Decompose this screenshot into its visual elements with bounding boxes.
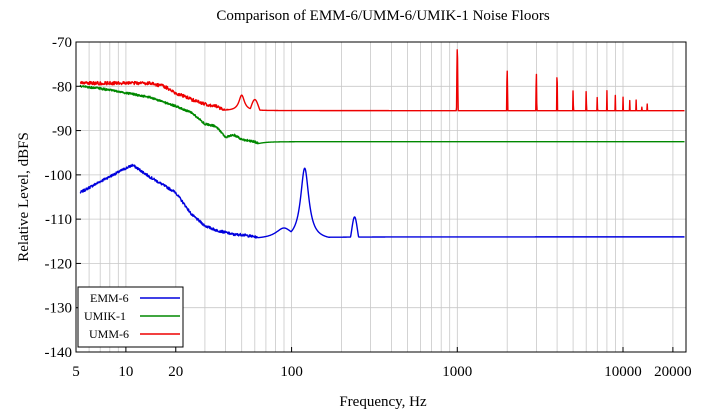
- axis-ticks: 5 10 20 100 1000 10000 20000 -70 -80 -90 -100 -110 -…: [45, 35, 692, 380]
- y-tick-label: -120: [45, 256, 73, 272]
- y-tick-label: -80: [52, 79, 72, 95]
- y-tick-label: -100: [45, 168, 73, 184]
- plot-frame: [75, 41, 687, 353]
- x-tick-label: 10000: [604, 364, 642, 380]
- legend-label-umik1: UMIK-1: [84, 309, 126, 323]
- legend-box: [77, 286, 184, 348]
- y-tick-label: -130: [45, 301, 73, 317]
- x-axis-label: Frequency, Hz: [339, 394, 427, 410]
- y-axis-label: Relative Level, dBFS: [16, 132, 32, 262]
- series-emm6: [79, 163, 685, 239]
- x-tick-label: 10: [118, 364, 133, 380]
- legend-label-umm6: UMM-6: [89, 327, 129, 341]
- chart-title: Comparison of EMM-6/UMM-6/UMIK-1 Noise F…: [216, 8, 549, 24]
- x-tick-label: 1000: [442, 364, 472, 380]
- x-tick-label: 20000: [654, 364, 692, 380]
- legend: EMM-6 UMIK-1 UMM-6: [77, 286, 184, 348]
- series-lines: [79, 49, 685, 239]
- series-umm6: [79, 49, 685, 112]
- x-tick-label: 5: [72, 364, 80, 380]
- x-tick-label: 100: [280, 364, 303, 380]
- legend-label-emm6: EMM-6: [90, 291, 129, 305]
- y-tick-label: -140: [45, 345, 73, 361]
- series-umik1: [79, 84, 685, 145]
- y-tick-label: -70: [52, 35, 72, 51]
- y-tick-label: -110: [45, 212, 72, 228]
- x-tick-label: 20: [168, 364, 183, 380]
- y-tick-label: -90: [52, 124, 72, 140]
